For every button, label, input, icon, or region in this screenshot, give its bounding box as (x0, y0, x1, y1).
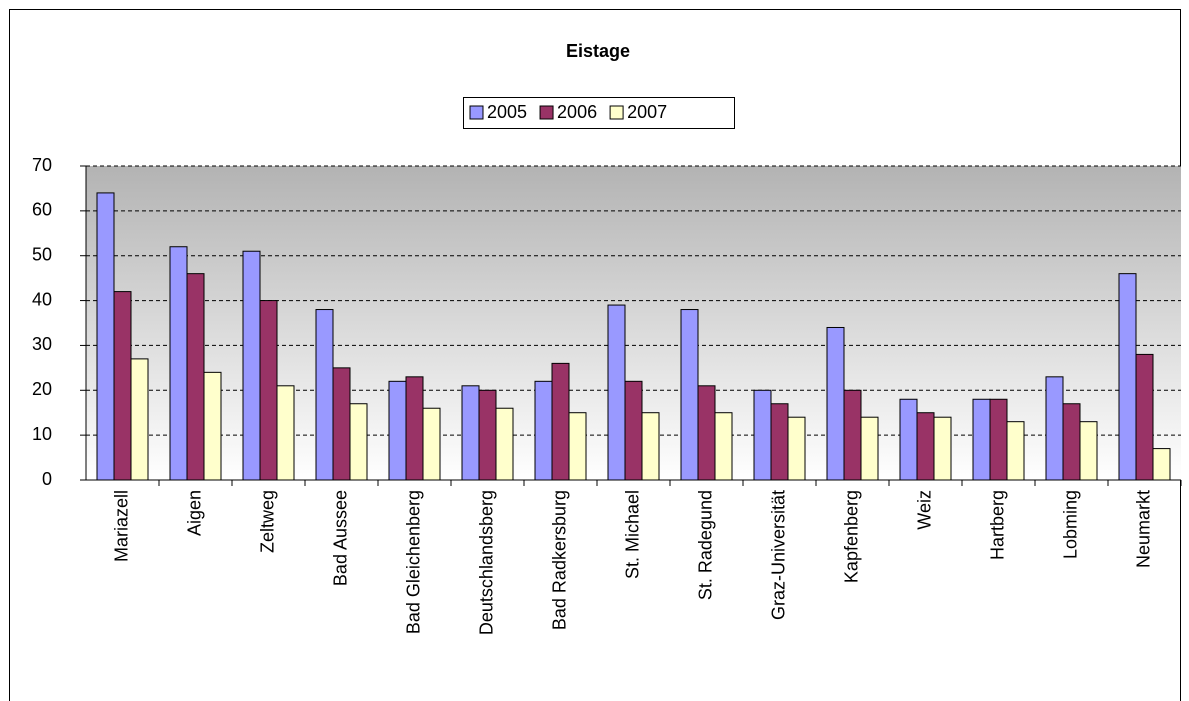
y-tick-label: 40 (32, 289, 52, 309)
bar (770, 403, 789, 481)
bar (607, 304, 626, 481)
bar (933, 416, 952, 481)
bar (1118, 273, 1137, 481)
bar (422, 407, 441, 481)
bar (276, 385, 295, 481)
x-tick-label: Aigen (184, 490, 204, 536)
bar (186, 273, 205, 481)
bar (1006, 421, 1025, 481)
bar (1062, 403, 1081, 481)
bar (568, 412, 587, 481)
bar (242, 250, 261, 481)
bar (697, 385, 716, 481)
y-tick-label: 70 (32, 155, 52, 175)
x-tick-label: Deutschlandsberg (476, 490, 496, 635)
x-tick-label: Hartberg (987, 490, 1007, 560)
bar (989, 398, 1008, 481)
bar (899, 398, 918, 481)
legend-label: 2007 (627, 102, 667, 122)
x-tick-label: Weiz (914, 490, 934, 530)
y-tick-label: 50 (32, 244, 52, 264)
legend-swatch (469, 105, 484, 120)
bar (315, 309, 334, 481)
bar (495, 407, 514, 481)
bar (1135, 353, 1154, 481)
bar (680, 309, 699, 481)
x-tick-label: St. Michael (622, 490, 642, 579)
bar (826, 326, 845, 481)
x-tick-label: Lobming (1060, 490, 1080, 559)
bar (860, 416, 879, 481)
bar (203, 371, 222, 481)
x-tick-label: Mariazell (111, 490, 131, 562)
legend-swatch (609, 105, 624, 120)
chart-title: Eistage (566, 41, 630, 61)
x-tick-label: St. Radegund (695, 490, 715, 600)
bar (130, 358, 149, 481)
bar (113, 291, 132, 481)
bar (169, 246, 188, 481)
y-tick-label: 10 (32, 424, 52, 444)
bar (972, 398, 991, 481)
legend-box (463, 97, 735, 129)
bar (624, 380, 643, 481)
legend-label: 2006 (557, 102, 597, 122)
x-tick-label: Bad Radkersburg (549, 490, 569, 630)
y-tick-label: 20 (32, 379, 52, 399)
y-tick-label: 60 (32, 200, 52, 220)
y-tick-label: 30 (32, 334, 52, 354)
bar (461, 385, 480, 481)
bar (714, 412, 733, 481)
bar (843, 389, 862, 481)
bar (332, 367, 351, 481)
bar (259, 300, 278, 481)
x-tick-label: Kapfenberg (841, 490, 861, 583)
bar (551, 362, 570, 481)
x-tick-label: Graz-Universität (768, 490, 788, 620)
bar (478, 389, 497, 481)
legend-swatch (539, 105, 554, 120)
bar (405, 376, 424, 481)
x-tick-label: Bad Gleichenberg (403, 490, 423, 634)
bar (787, 416, 806, 481)
y-tick-label: 0 (42, 469, 52, 489)
bar (1152, 448, 1171, 481)
bar (641, 412, 660, 481)
legend-label: 2005 (487, 102, 527, 122)
bar (534, 380, 553, 481)
x-tick-label: Zeltweg (257, 490, 277, 553)
bar (349, 403, 368, 481)
bar (753, 389, 772, 481)
x-tick-label: Bad Aussee (330, 490, 350, 586)
x-tick-label: Neumarkt (1133, 490, 1153, 568)
bar (1045, 376, 1064, 481)
bar (96, 192, 115, 481)
bar (388, 380, 407, 481)
bar (916, 412, 935, 481)
bar (1079, 421, 1098, 481)
